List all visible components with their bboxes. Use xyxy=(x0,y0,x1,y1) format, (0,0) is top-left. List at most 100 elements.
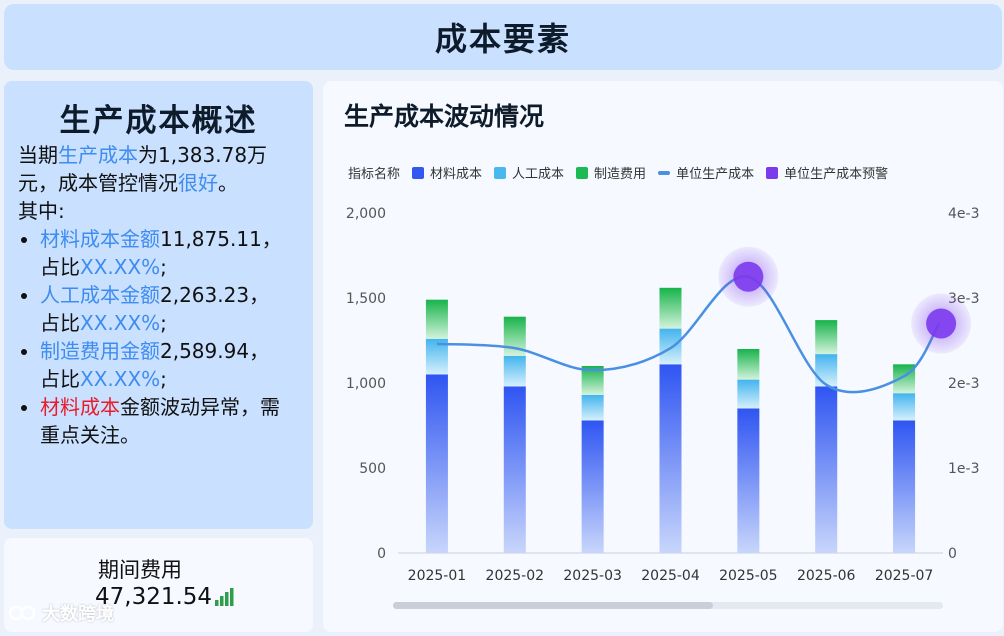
bar-material xyxy=(815,386,838,553)
bar-labor xyxy=(815,354,838,387)
warning-marker xyxy=(926,308,957,339)
expense-card: 期间费用 47,321.54 xyxy=(4,538,313,632)
legend-label: 人工成本 xyxy=(512,167,565,182)
legend-label: 制造费用 xyxy=(594,167,647,182)
legend-swatch xyxy=(766,166,779,179)
legend-label: 单位生产成本预警 xyxy=(784,167,889,182)
chart-scrollbar-thumb[interactable] xyxy=(393,602,713,609)
bar-material xyxy=(581,420,604,553)
list-item-warning: 材料成本金额波动异常，需重点关注。 xyxy=(40,393,299,449)
item-label: 材料成本金额 xyxy=(40,227,160,251)
list-item: 人工成本金额2,263.23， 占比XX.XX%; xyxy=(40,281,299,337)
x-axis-tick: 2025-03 xyxy=(563,568,622,584)
item-value: 11,875.11， xyxy=(160,227,282,251)
list-item: 制造费用金额2,589.94， 占比XX.XX%; xyxy=(40,337,299,393)
item-share-suffix: ; xyxy=(160,367,167,391)
item-value: 2,589.94， xyxy=(160,339,270,363)
y-axis-left-tick: 1,500 xyxy=(346,291,386,307)
bar-material xyxy=(737,408,760,553)
intro-end: 。 xyxy=(218,171,238,195)
item-label: 人工成本金额 xyxy=(40,283,160,307)
item-share-prefix: 占比 xyxy=(40,255,80,279)
legend-item-manufacturing[interactable]: 制造费用 xyxy=(576,163,646,182)
bar-manufacturing xyxy=(503,316,526,356)
watermark-logo-icon xyxy=(8,605,36,621)
warning-marker-halo xyxy=(911,293,972,354)
legend-label: 单位生产成本 xyxy=(676,167,755,182)
bar-manufacturing xyxy=(659,287,682,329)
legend-swatch xyxy=(576,166,589,179)
bar-labor xyxy=(581,394,604,421)
chart-scrollbar[interactable] xyxy=(393,602,943,609)
y-axis-left-tick: 500 xyxy=(359,461,386,477)
item-value: 2,263.23， xyxy=(160,283,270,307)
expense-value: 47,321.54 xyxy=(95,584,213,610)
intro-mid: 为1,383.78万元，成本管控情况 xyxy=(18,143,268,195)
x-axis-tick: 2025-01 xyxy=(408,568,467,584)
y-axis-right-tick: 1e-3 xyxy=(948,461,979,477)
legend-label: 材料成本 xyxy=(430,167,483,182)
sub-intro: 其中: xyxy=(18,199,65,223)
bar-manufacturing xyxy=(815,320,838,355)
intro-highlight: 生产成本 xyxy=(58,143,138,167)
y-axis-right-tick: 0 xyxy=(948,546,957,562)
list-item: 材料成本金额11,875.11， 占比XX.XX%; xyxy=(40,225,299,281)
item-share-prefix: 占比 xyxy=(40,367,80,391)
item-share-suffix: ; xyxy=(160,255,167,279)
y-axis-left-tick: 2,000 xyxy=(346,206,386,222)
watermark: 大数跨境 xyxy=(8,600,114,626)
summary-list: 材料成本金额11,875.11，占比XX.XX%; 人工成本金额2,263.23… xyxy=(18,225,299,449)
line-unit-cost xyxy=(436,275,941,394)
warning-marker-halo xyxy=(718,246,779,307)
y-axis-right-tick: 4e-3 xyxy=(948,206,979,222)
x-axis-tick: 2025-05 xyxy=(719,568,778,584)
summary-panel: 生产成本概述 当期生产成本为1,383.78万元，成本管控情况很好。 其中: 材… xyxy=(4,81,313,529)
bar-material xyxy=(503,386,526,553)
item-share-suffix: ; xyxy=(160,311,167,335)
legend-item-unit-cost[interactable]: 单位生产成本 xyxy=(658,163,754,182)
legend-item-unit-cost-warning[interactable]: 单位生产成本预警 xyxy=(766,163,888,182)
x-axis-tick: 2025-07 xyxy=(875,568,934,584)
intro-status: 很好 xyxy=(178,171,218,195)
item-share: XX.XX% xyxy=(80,311,161,335)
legend-item-labor[interactable]: 人工成本 xyxy=(494,163,564,182)
legend-swatch xyxy=(494,166,507,179)
y-axis-right-tick: 3e-3 xyxy=(948,291,979,307)
x-axis-tick: 2025-02 xyxy=(486,568,545,584)
bar-labor xyxy=(659,328,682,365)
bar-manufacturing xyxy=(581,366,604,395)
legend-swatch xyxy=(412,166,425,179)
y-axis-left-tick: 0 xyxy=(377,546,386,562)
warning-marker xyxy=(733,261,764,292)
bar-material xyxy=(659,364,682,553)
warning-label: 材料成本 xyxy=(40,395,120,419)
chart-panel: 生产成本波动情况 指标名称 材料成本 人工成本 制造费用 单位生产成本 单位生产… xyxy=(323,81,1003,632)
bar-labor xyxy=(893,393,916,421)
bar-material xyxy=(893,420,916,553)
bar-labor xyxy=(425,338,448,375)
header-bar: 成本要素 xyxy=(4,4,1002,70)
bar-manufacturing xyxy=(893,364,916,394)
bar-labor xyxy=(503,355,526,387)
summary-title: 生产成本概述 xyxy=(59,103,258,139)
y-axis-right-tick: 2e-3 xyxy=(948,376,979,392)
item-share-prefix: 占比 xyxy=(40,311,80,335)
x-axis-tick: 2025-04 xyxy=(641,568,700,584)
legend-title: 指标名称 xyxy=(348,167,401,182)
item-share: XX.XX% xyxy=(80,255,161,279)
page-title: 成本要素 xyxy=(434,20,571,58)
intro-prefix: 当期 xyxy=(18,143,58,167)
watermark-text: 大数跨境 xyxy=(42,604,114,625)
legend-swatch xyxy=(658,170,671,175)
bar-material xyxy=(425,374,448,553)
x-axis-tick: 2025-06 xyxy=(797,568,856,584)
bar-labor xyxy=(737,379,760,409)
chart-title: 生产成本波动情况 xyxy=(344,102,545,131)
legend-item-material[interactable]: 材料成本 xyxy=(412,163,482,182)
warning-text: 金额波动异常，需重点关注。 xyxy=(40,395,280,447)
bar-manufacturing xyxy=(425,299,448,339)
y-axis-left-tick: 1,000 xyxy=(346,376,386,392)
expense-label: 期间费用 xyxy=(98,558,182,582)
bar-signal-icon xyxy=(215,588,234,606)
summary-intro: 当期生产成本为1,383.78万元，成本管控情况很好。 xyxy=(18,141,299,197)
